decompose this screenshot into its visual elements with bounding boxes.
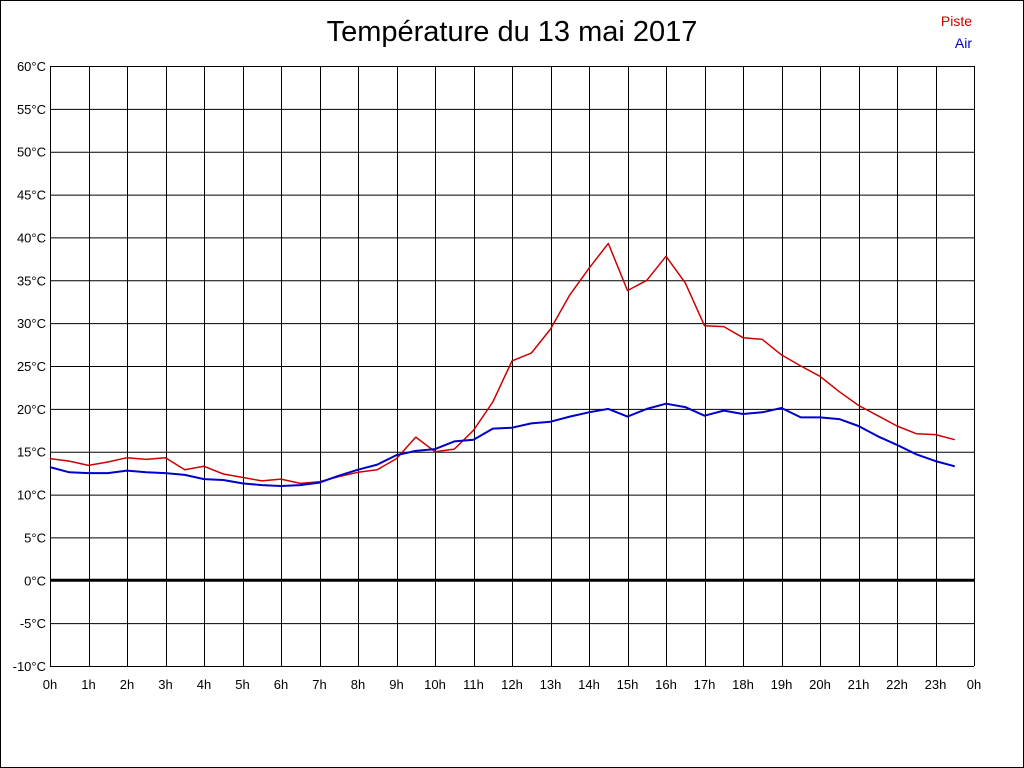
x-tick-label: 2h: [120, 677, 134, 692]
x-tick-label: 8h: [351, 677, 365, 692]
y-tick-label: 0°C: [24, 573, 46, 588]
legend-item-piste: Piste: [940, 13, 972, 29]
y-tick-label: 20°C: [17, 402, 46, 417]
x-tick-label: 18h: [732, 677, 754, 692]
x-tick-label: 0h: [967, 677, 981, 692]
y-tick-label: -10°C: [13, 659, 46, 674]
x-tick-label: 5h: [235, 677, 249, 692]
y-tick-label: 45°C: [17, 188, 46, 203]
x-tick-label: 6h: [274, 677, 288, 692]
series-line-piste: [49, 242, 955, 485]
x-tick-label: 22h: [886, 677, 908, 692]
y-tick-label: -5°C: [20, 616, 46, 631]
chart-title: Température du 13 mai 2017: [326, 16, 698, 48]
y-tick-label: 30°C: [17, 316, 46, 331]
y-tick-label: 25°C: [17, 359, 46, 374]
x-tick-label: 23h: [925, 677, 947, 692]
x-tick-label: 11h: [463, 677, 484, 692]
y-tick-label: 50°C: [17, 145, 46, 160]
y-tick-label: 15°C: [17, 445, 46, 460]
x-tick-label: 13h: [540, 677, 562, 692]
x-tick-label: 20h: [809, 677, 831, 692]
x-tick-label: 4h: [197, 677, 211, 692]
x-tick-label: 7h: [312, 677, 326, 692]
legend-item-air: Air: [954, 35, 972, 51]
x-tick-label: 16h: [655, 677, 677, 692]
x-tick-label: 3h: [158, 677, 172, 692]
x-tick-label: 0h: [43, 677, 57, 692]
y-tick-label: 35°C: [17, 273, 46, 288]
x-tick-label: 9h: [389, 677, 403, 692]
y-tick-label: 5°C: [24, 530, 46, 545]
y-tick-label: 60°C: [17, 59, 46, 74]
x-tick-label: 14h: [578, 677, 600, 692]
x-tick-label: 17h: [694, 677, 716, 692]
x-tick-label: 10h: [424, 677, 446, 692]
x-tick-label: 19h: [771, 677, 793, 692]
x-tick-label: 15h: [617, 677, 639, 692]
x-tick-label: 12h: [501, 677, 523, 692]
x-tick-label: 1h: [81, 677, 95, 692]
y-tick-label: 55°C: [17, 102, 46, 117]
y-tick-label: 10°C: [17, 488, 46, 503]
y-tick-label: 40°C: [17, 230, 46, 245]
x-tick-label: 21h: [848, 677, 870, 692]
series-line-air: [49, 402, 956, 487]
